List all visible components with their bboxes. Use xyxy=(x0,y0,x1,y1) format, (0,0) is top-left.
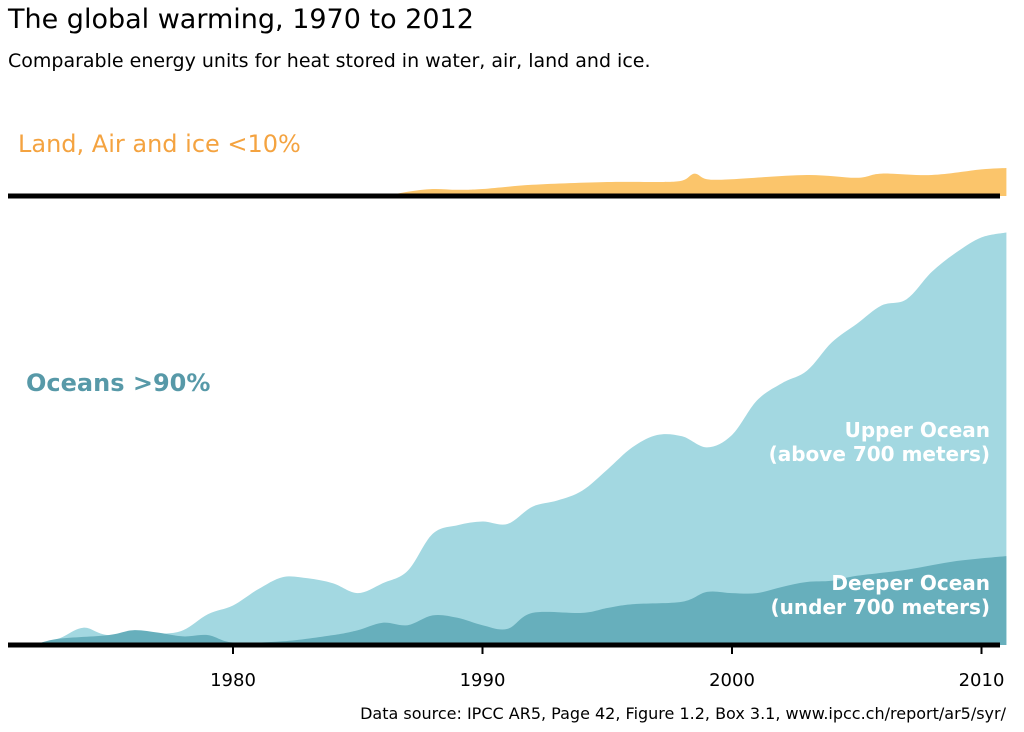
upper-ocean-label-line1: Upper Ocean xyxy=(845,418,990,442)
x-tick-label-2000: 2000 xyxy=(709,670,755,691)
chart-subtitle: Comparable energy units for heat stored … xyxy=(8,50,651,72)
oceans-annotation: Oceans >90% xyxy=(26,369,210,397)
upper-ocean-area xyxy=(33,232,1007,645)
x-axis: 1980 1990 2000 2010 xyxy=(210,645,1004,691)
upper-ocean-label-line2: (above 700 meters) xyxy=(769,442,990,466)
data-source-note: Data source: IPCC AR5, Page 42, Figure 1… xyxy=(360,704,1006,723)
land-air-ice-area xyxy=(33,168,1007,197)
x-tick-label-1990: 1990 xyxy=(460,670,506,691)
chart-title: The global warming, 1970 to 2012 xyxy=(8,4,474,35)
x-tick-label-1980: 1980 xyxy=(210,670,256,691)
deeper-ocean-label-line1: Deeper Ocean xyxy=(831,571,990,595)
x-tick-label-2010: 2010 xyxy=(959,670,1005,691)
deeper-ocean-label-line2: (under 700 meters) xyxy=(771,595,990,619)
land-annotation: Land, Air and ice <10% xyxy=(18,130,301,158)
deeper-ocean-area xyxy=(33,556,1007,645)
